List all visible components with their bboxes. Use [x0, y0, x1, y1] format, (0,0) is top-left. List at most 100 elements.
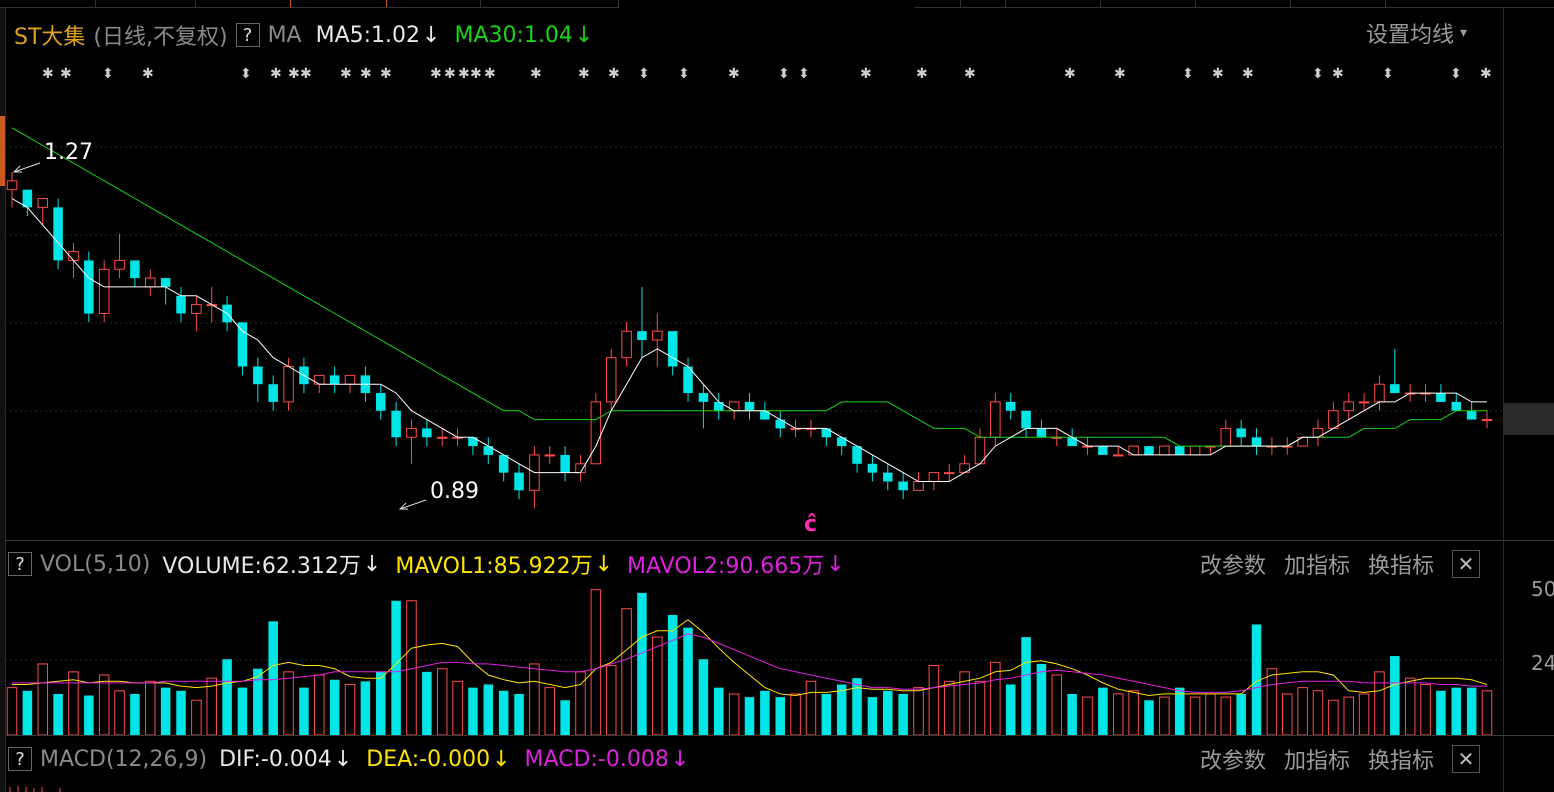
candle [22, 189, 33, 217]
event-marker-icon: ✱ [300, 66, 312, 82]
volume-bar [1051, 674, 1063, 736]
down-arrow-icon: ↓ [362, 551, 382, 577]
volume-bar [605, 665, 617, 736]
vol-axis-label-top: 50 [1531, 577, 1554, 601]
event-marker-icon: ✱ [458, 66, 470, 82]
switch-indicator-button[interactable]: 换指标 [1368, 749, 1435, 774]
top-tab[interactable] [480, 0, 619, 8]
high-price-label: 1.27 [44, 140, 93, 165]
add-indicator-button[interactable]: 加指标 [1284, 554, 1351, 579]
event-marker-icon: ⬍ [240, 66, 252, 82]
candle [867, 454, 878, 482]
high-low-callouts [12, 162, 427, 510]
candle [1328, 401, 1339, 429]
top-tab[interactable] [960, 0, 1006, 8]
ma-indicator-name[interactable]: MA [267, 22, 302, 48]
volume-bar [191, 699, 202, 736]
volume-bar [283, 671, 294, 736]
volume-bar [237, 687, 248, 735]
top-tab[interactable] [1005, 0, 1101, 8]
close-icon[interactable]: ✕ [1452, 550, 1481, 578]
candle [422, 419, 432, 447]
down-arrow-icon: ↓ [826, 551, 845, 577]
volume-bar [836, 684, 847, 735]
candle [1312, 419, 1324, 447]
candle [590, 393, 602, 465]
volume-bar [1205, 693, 1216, 736]
top-tab-active[interactable] [290, 0, 387, 8]
candle [714, 393, 724, 420]
change-params-button[interactable]: 改参数 [1200, 749, 1267, 774]
volume-bar [1404, 677, 1416, 736]
event-marker-icon: ✱ [530, 66, 542, 82]
top-tab[interactable] [1290, 0, 1386, 8]
volume-bar [1082, 696, 1093, 736]
main-chart-header: ST大集 (日线,不复权) ? MA MA5:1.02 ↓ MA30:1.04 … [14, 20, 607, 51]
switch-indicator-button[interactable]: 换指标 [1368, 554, 1435, 579]
candle [130, 260, 140, 287]
top-tab[interactable] [1100, 0, 1196, 8]
candle [943, 463, 955, 482]
candle [283, 357, 294, 411]
event-marker-icon: ✱ [42, 66, 54, 82]
volume-bar [1266, 668, 1278, 736]
macd-indicator-name[interactable]: MACD(12,26,9) [40, 746, 208, 772]
mavol1-line [12, 619, 1488, 697]
candle [98, 260, 110, 323]
top-tab[interactable] [0, 0, 96, 8]
event-marker-icon: ✱ [1332, 66, 1344, 82]
volume-bar [1220, 696, 1232, 736]
volume-bar [1251, 624, 1262, 735]
volume-value: VOLUME:62.312万 [162, 554, 361, 579]
top-tab[interactable] [915, 0, 961, 8]
volume-bar [683, 627, 693, 735]
ma30-value: MA30:1.04 [454, 22, 573, 48]
top-tab[interactable] [1385, 0, 1554, 8]
event-marker-icon: ✱ [142, 66, 154, 82]
volume-bar [114, 690, 125, 736]
top-tab[interactable] [1195, 0, 1291, 8]
volume-bar [728, 693, 740, 736]
macd-value: MACD:-0.008 [524, 746, 669, 772]
candle [498, 454, 509, 482]
close-icon[interactable]: ✕ [1452, 745, 1481, 773]
help-button[interactable]: ? [8, 747, 32, 771]
top-tab[interactable] [95, 0, 196, 8]
volume-bar [360, 681, 371, 735]
candle [1189, 445, 1201, 456]
candle [176, 286, 186, 323]
mavol1-value: MAVOL1:85.922万 [395, 554, 593, 579]
ma-settings-button[interactable]: 设置均线 ▾ [1366, 18, 1467, 48]
candlesticks [6, 172, 1493, 508]
panel-separator [5, 735, 1554, 736]
help-button[interactable]: ? [235, 23, 260, 47]
change-params-button[interactable]: 改参数 [1200, 554, 1267, 579]
event-c-marker[interactable]: ĉ [804, 512, 818, 537]
current-price-marker [1504, 403, 1554, 435]
help-button[interactable]: ? [8, 552, 32, 576]
volume-bar [375, 671, 386, 735]
vol-indicator-name[interactable]: VOL(5,10) [40, 551, 151, 577]
volume-bar [436, 668, 448, 736]
volume-bar [974, 680, 986, 736]
candle [698, 384, 709, 429]
candle [1390, 348, 1400, 394]
volume-bar [1390, 656, 1400, 735]
candle [160, 278, 171, 305]
add-indicator-button[interactable]: 加指标 [1284, 749, 1351, 774]
volume-bar [867, 697, 878, 735]
volume-bar [68, 671, 79, 736]
volume-bar [498, 690, 509, 735]
volume-bar [130, 693, 140, 735]
candle [974, 428, 986, 465]
volume-bar [652, 636, 663, 736]
candle [959, 454, 970, 474]
volume-bar [928, 665, 940, 736]
top-tab[interactable] [385, 0, 481, 8]
candle [1481, 410, 1493, 429]
candle [436, 428, 448, 447]
volume-bar [514, 693, 524, 735]
candle [514, 463, 524, 500]
stock-name[interactable]: ST大集 [14, 25, 86, 50]
